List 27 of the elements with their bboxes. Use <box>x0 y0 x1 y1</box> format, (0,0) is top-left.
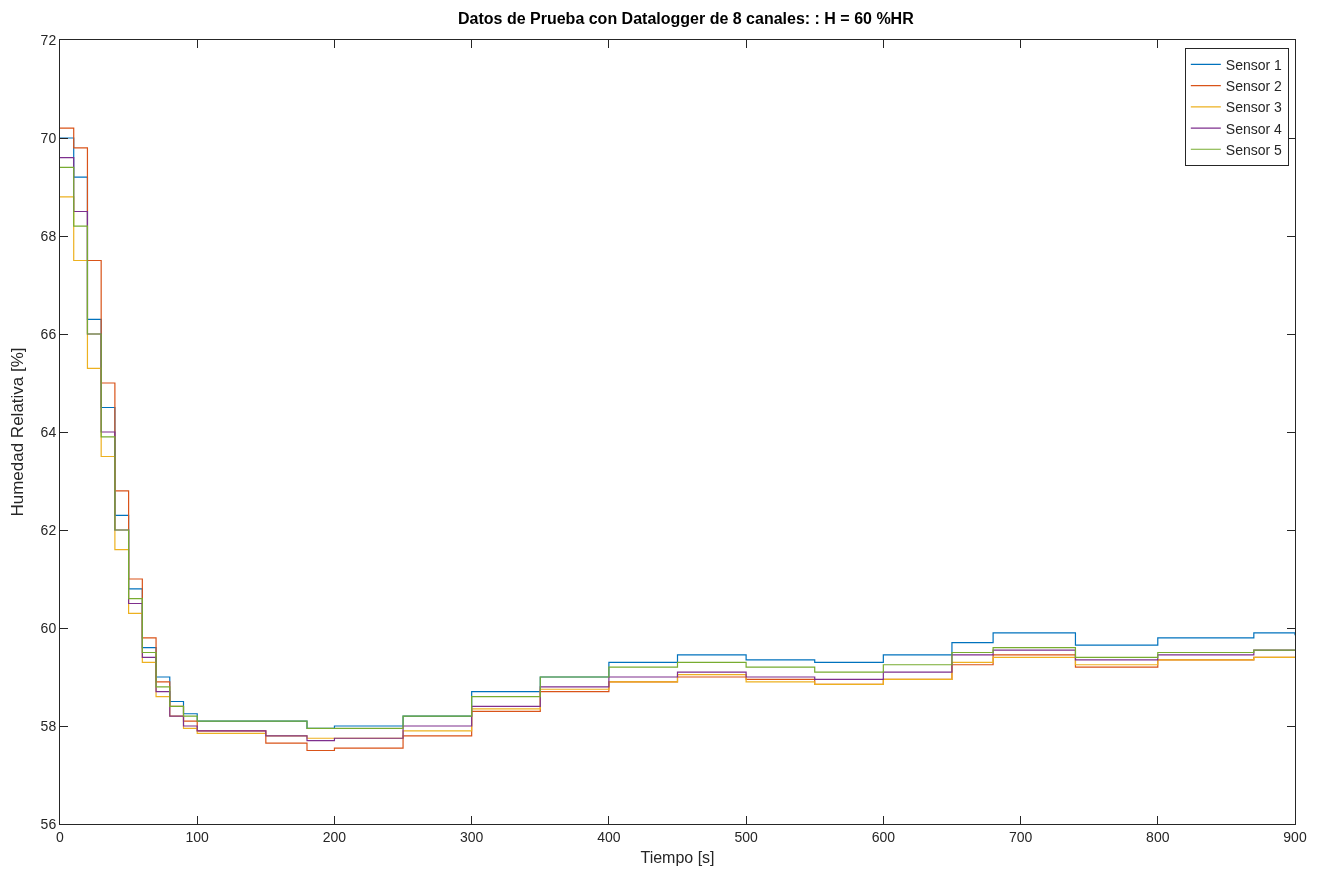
x-tick-label: 300 <box>459 828 484 845</box>
x-axis-title: Tiempo [s] <box>640 849 715 867</box>
y-tick-label: 60 <box>40 619 57 636</box>
legend-label: Sensor 3 <box>1225 99 1283 116</box>
x-tick-label: 700 <box>1008 828 1033 845</box>
x-tick-label: 500 <box>734 828 758 845</box>
y-tick-label: 66 <box>40 325 57 342</box>
y-tick-label: 68 <box>40 227 57 244</box>
legend-label: Sensor 5 <box>1225 141 1283 158</box>
x-tick-label: 0 <box>56 828 65 845</box>
y-tick-label: 62 <box>40 521 57 538</box>
legend-label: Sensor 4 <box>1225 120 1283 137</box>
x-tick-label: 100 <box>185 828 210 845</box>
x-tick-label: 600 <box>871 828 896 845</box>
y-tick-label: 58 <box>40 717 57 734</box>
legend-label: Sensor 2 <box>1225 78 1283 95</box>
y-axis-title: Humedad Relativa [%] <box>8 347 28 517</box>
x-tick-label: 400 <box>597 828 621 845</box>
x-tick-label: 200 <box>322 828 347 845</box>
y-tick-label: 72 <box>40 31 57 48</box>
x-tick-label: 900 <box>1283 828 1307 845</box>
y-tick-label: 56 <box>40 815 57 832</box>
x-tick-label: 800 <box>1146 828 1170 845</box>
legend-label: Sensor 1 <box>1225 56 1283 73</box>
chart-title: Datos de Prueba con Datalogger de 8 canales: : H = 60 %HR <box>458 10 915 28</box>
y-tick-label: 70 <box>40 129 57 146</box>
y-tick-label: 64 <box>40 423 57 440</box>
